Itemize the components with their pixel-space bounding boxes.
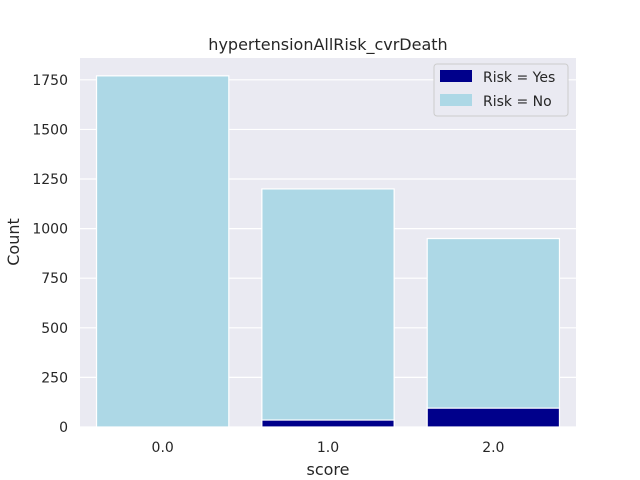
x-tick-labels: 0.0 1.0 2.0: [152, 440, 505, 456]
legend-swatch: [440, 70, 472, 82]
x-axis-label: score: [307, 460, 350, 479]
bars: [95, 75, 561, 428]
x-tick-label: 0.0: [152, 440, 174, 456]
legend: Risk = Yes Risk = No: [433, 63, 569, 117]
y-axis-label: Count: [4, 218, 23, 266]
y-tick-label: 1250: [32, 172, 68, 188]
y-tick-labels: 0 250 500 750 1000 1250 1500 1750: [32, 73, 68, 436]
y-tick-label: 1750: [32, 73, 68, 89]
y-tick-label: 250: [41, 370, 68, 386]
bar-riskyes-2: [426, 407, 561, 428]
x-tick-label: 1.0: [317, 440, 339, 456]
y-tick-label: 1000: [32, 222, 68, 238]
y-tick-label: 1500: [32, 122, 68, 138]
chart-title: hypertensionAllRisk_cvrDeath: [208, 35, 447, 55]
y-tick-label: 500: [41, 321, 68, 337]
legend-label: Risk = No: [483, 94, 552, 110]
x-tick-label: 2.0: [482, 440, 504, 456]
y-tick-label: 0: [59, 420, 68, 436]
bar-riskyes-1: [261, 419, 395, 428]
legend-label: Risk = Yes: [483, 70, 555, 86]
bar-riskno-1: [261, 188, 395, 428]
legend-swatch: [440, 94, 472, 106]
bar-riskno-0: [95, 75, 230, 428]
y-tick-label: 750: [41, 271, 68, 287]
bar-riskno-2: [426, 237, 561, 428]
